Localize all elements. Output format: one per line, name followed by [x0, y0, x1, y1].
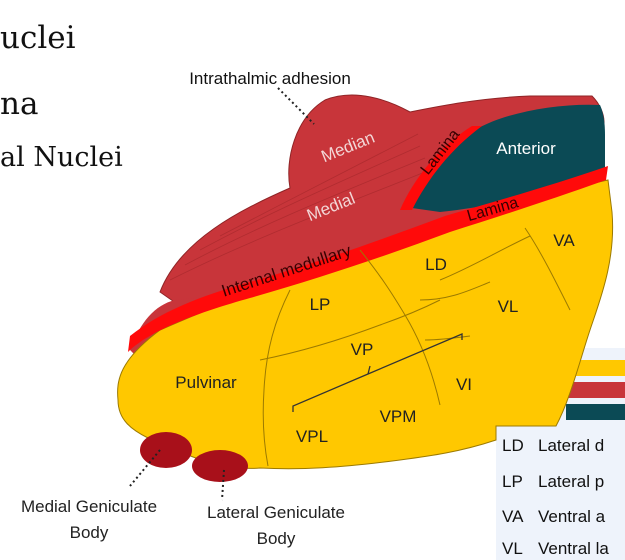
side-text-lamina: na [0, 86, 39, 122]
label-medial-geniculate-line1: Medial Geniculate [21, 497, 157, 516]
medial-striations [169, 133, 431, 281]
legend-swatch-red [566, 382, 625, 398]
legend-swatch-yellow [566, 360, 625, 376]
legend-abbr: LP [502, 472, 523, 491]
label-lateral-geniculate-line1: Lateral Geniculate [207, 503, 345, 522]
legend-panel [496, 426, 625, 560]
legend-row-vl: VL Ventral la [502, 539, 609, 559]
lamina-upper-band [400, 126, 482, 210]
legend-row-va: VA Ventral a [502, 507, 605, 527]
legend-abbr: LD [502, 436, 524, 455]
label-vp: VP [351, 340, 374, 359]
label-intrathalamic-adhesion: Intrathalmic adhesion [189, 69, 351, 88]
label-ld: LD [425, 255, 447, 274]
lateral-geniculate-body [192, 450, 248, 482]
legend-text: Lateral p [538, 472, 605, 491]
legend-swatch-teal [566, 404, 625, 420]
label-lateral-geniculate-line2: Body [257, 529, 296, 548]
label-pulvinar: Pulvinar [175, 373, 237, 392]
label-vpl: VPL [296, 427, 328, 446]
label-vi: VI [456, 375, 472, 394]
vp-bracket [292, 333, 463, 412]
legend-text: Ventral a [538, 507, 606, 526]
side-text-nuclei-2: al Nuclei [0, 142, 123, 173]
legend-row-ld: LD Lateral d [502, 436, 604, 456]
leader-lines [129, 87, 315, 501]
side-text-nuclei: uclei [0, 20, 76, 56]
label-vpm: VPM [380, 407, 417, 426]
label-va: VA [553, 231, 575, 250]
label-vl: VL [498, 297, 519, 316]
medial-geniculate-body [140, 432, 192, 468]
legend-row-lp: LP Lateral p [502, 472, 604, 492]
label-anterior: Anterior [496, 139, 556, 158]
label-lp: LP [310, 295, 331, 314]
legend-abbr: VA [502, 507, 524, 526]
legend-abbr: VL [502, 539, 523, 558]
legend-text: Lateral d [538, 436, 605, 455]
label-medial-geniculate-line2: Body [70, 523, 109, 542]
internal-medullary-lamina [128, 166, 608, 352]
nucleus-boundaries [259, 227, 571, 467]
legend-text: Ventral la [538, 539, 609, 558]
